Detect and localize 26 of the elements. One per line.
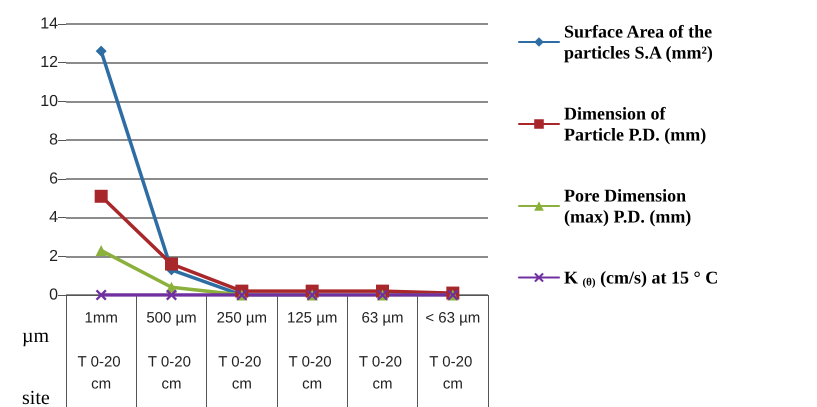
text: site — [22, 387, 50, 407]
legend-label: Dimension of Particle P.D. (mm) — [564, 104, 706, 144]
y-tick-label: 8 — [49, 132, 58, 149]
text: µm — [22, 325, 50, 347]
y-tick-label: 4 — [49, 209, 58, 226]
category-label: 250 µm T 0-20 cm — [216, 310, 268, 392]
y-tick-label: 6 — [49, 170, 58, 188]
y-tick-label: 10 — [40, 92, 58, 110]
category-label: 1mm T 0-20 cm — [78, 310, 121, 392]
y-tick-label: 12 — [40, 54, 58, 72]
category-label: < 63 µm T 0-20 cm — [425, 310, 480, 392]
point — [96, 290, 107, 300]
category-label: 125 µm T 0-20 cm — [286, 310, 338, 392]
y-tick-label: 2 — [49, 248, 58, 265]
point — [94, 190, 108, 203]
category-label: 63 µm T 0-20 cm — [358, 310, 404, 392]
y-tick-label: 0 — [49, 286, 58, 304]
y-tick-label: 14 — [40, 16, 58, 32]
point — [166, 290, 177, 300]
legend-label: Pore Dimension (max) P.D. (mm) — [564, 186, 692, 226]
legend-label: K (θ) (cm/s) at 15 ° C — [564, 268, 718, 288]
point — [96, 244, 107, 256]
category-label: 500 µm T 0-20 cm — [146, 310, 197, 392]
legend-label: Surface Area of the particles S.A (mm²) — [564, 22, 713, 62]
point — [165, 258, 178, 271]
point — [96, 46, 107, 57]
